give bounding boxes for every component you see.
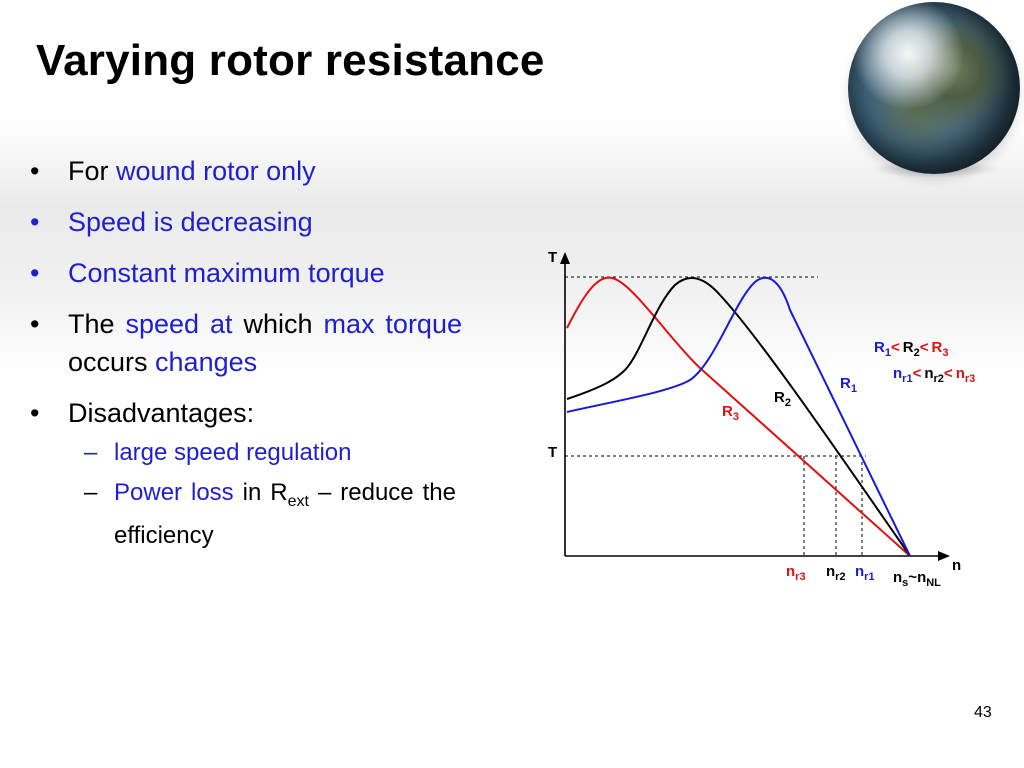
sub-bullet-text: – reduce the efficiency	[114, 479, 456, 549]
sub-bullet-highlight: Power loss	[114, 479, 234, 506]
curve-r1	[566, 276, 911, 557]
curve-label-r3: R3	[722, 403, 739, 423]
globe-image	[848, 2, 1020, 174]
bullet-text: Speed is decreasing	[68, 207, 313, 237]
bullet-highlight: max torque	[323, 309, 462, 339]
subscript: ext	[287, 492, 309, 510]
bullet-highlight: changes	[155, 347, 258, 377]
bullet-text: For	[68, 156, 117, 186]
x-axis-label: n	[952, 557, 961, 574]
slide-title: Varying rotor resistance	[36, 36, 545, 85]
speed-label-nr3: nr3	[786, 563, 806, 583]
speed-label-nr1: nr1	[855, 563, 875, 583]
y-axis-label: T	[548, 249, 557, 266]
load-torque-label: T	[548, 444, 557, 461]
curve-label-r2: R2	[774, 389, 791, 409]
sub-bullet-text: large speed regulation	[114, 439, 352, 466]
bullet-speed-decreasing: Speed is decreasing	[30, 203, 462, 241]
bullet-text: Constant maximum torque	[68, 258, 385, 288]
bullet-text: Disadvantages:	[68, 398, 255, 428]
bullet-highlight: speed at	[125, 309, 233, 339]
curve-label-r1: R1	[840, 375, 857, 395]
bullet-text: The	[68, 309, 126, 339]
speed-relation: nr1< nr2< nr3	[893, 365, 975, 385]
curve-r2	[566, 276, 911, 557]
sub-bullet-power-loss: Power loss in Rext – reduce the efficien…	[30, 476, 462, 553]
resistance-relation: R1< R2< R3	[874, 339, 948, 359]
speed-label-ns: ns~nNL	[893, 569, 941, 589]
bullet-constant-torque: Constant maximum torque	[30, 254, 462, 292]
speed-label-nr2: nr2	[826, 563, 846, 583]
bullet-highlight: wound rotor only	[116, 156, 316, 186]
bullet-disadvantages: Disadvantages:	[30, 394, 462, 432]
sub-bullet-speed-regulation: large speed regulation	[30, 436, 462, 470]
bullet-list: For wound rotor only Speed is decreasing…	[30, 152, 462, 553]
y-axis-arrow	[560, 252, 570, 264]
sub-bullet-text: in R	[233, 479, 288, 506]
bullet-text: which	[232, 309, 324, 339]
x-axis-arrow	[938, 551, 950, 561]
curve-r3	[566, 276, 911, 557]
bullet-wound-rotor: For wound rotor only	[30, 152, 462, 190]
bullet-text: occurs	[68, 347, 156, 377]
page-number: 43	[974, 704, 992, 721]
bullet-speed-changes: The speed at which max torque occurs cha…	[30, 305, 462, 381]
